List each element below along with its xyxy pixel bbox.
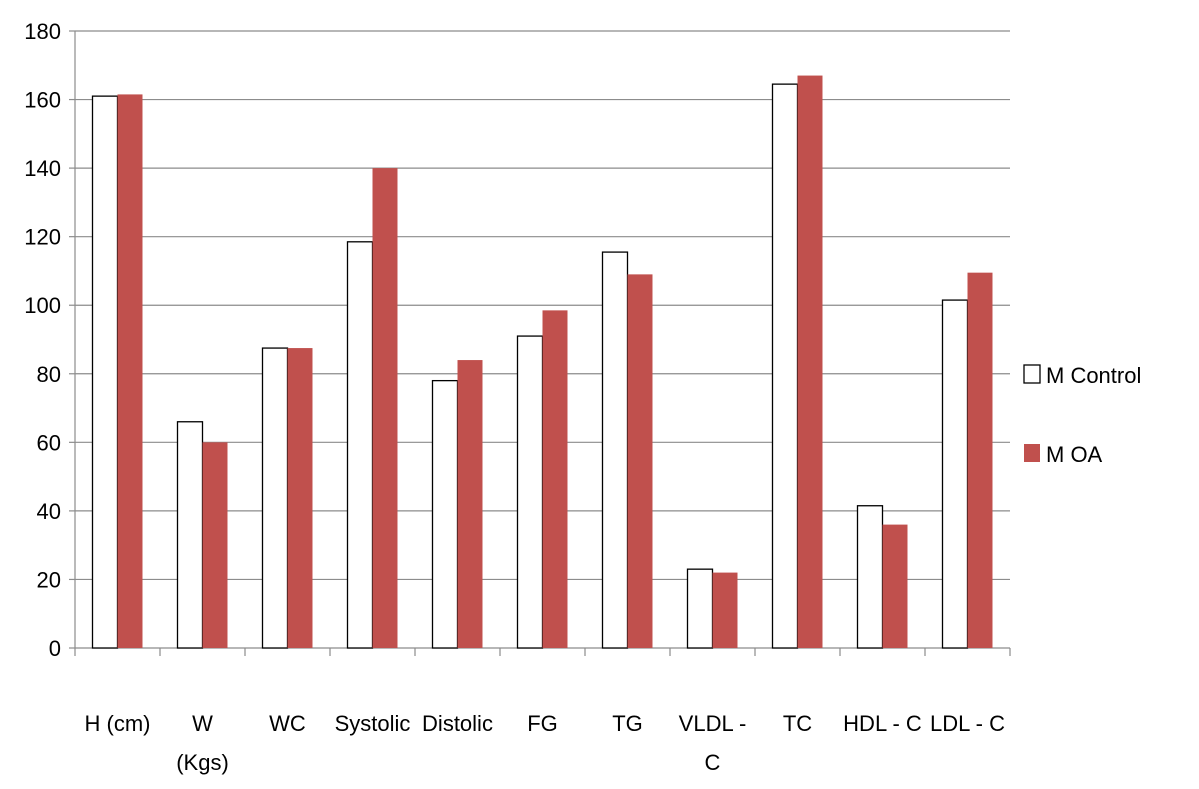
- bar-m-oa: [797, 75, 823, 649]
- bar-m-oa: [117, 94, 143, 649]
- legend: M Control M OA: [1023, 363, 1141, 467]
- legend-label-m-control: M Control: [1046, 363, 1141, 388]
- x-tick-label: HDL - C: [843, 711, 922, 736]
- y-tick-label: 20: [37, 567, 61, 592]
- bar-m-control: [176, 421, 204, 649]
- bar-m-oa: [542, 310, 568, 648]
- bar-m-control: [941, 299, 969, 649]
- x-tick-label: H (cm): [85, 711, 151, 736]
- bar-m-control: [261, 347, 289, 649]
- x-tick-label: FG: [527, 711, 558, 736]
- y-tick-label: 160: [24, 88, 61, 113]
- x-tick-label: TG: [612, 711, 643, 736]
- x-axis-labels: H (cm) W (Kgs) WC Systolic Distolic FG TG VLDL -…: [85, 711, 1006, 775]
- bar-m-oa: [202, 442, 228, 648]
- y-tick-label: 100: [24, 293, 61, 318]
- bars: [91, 75, 993, 649]
- legend-label-m-oa: M OA: [1046, 442, 1103, 467]
- bar-m-oa: [967, 272, 993, 648]
- x-tick-label: W (Kgs): [176, 711, 229, 775]
- y-tick-label: 0: [49, 636, 61, 661]
- bar-m-control: [686, 568, 714, 649]
- bar-m-oa: [712, 572, 738, 648]
- x-tick-label: Distolic: [422, 711, 493, 736]
- y-tick-label: 80: [37, 362, 61, 387]
- bar-m-oa: [287, 348, 313, 648]
- bar-m-oa: [627, 274, 653, 648]
- bar-m-control: [856, 505, 884, 649]
- bar-m-oa: [457, 360, 483, 648]
- x-tick-label: WC: [269, 711, 306, 736]
- bar-m-control: [346, 241, 374, 649]
- bar-m-control: [601, 251, 629, 649]
- y-axis-ticks: 0 20 40 60 80 100 120 140 160 180: [24, 19, 75, 661]
- legend-swatch-m-control: [1023, 364, 1041, 384]
- bar-m-oa: [372, 168, 398, 648]
- y-tick-label: 60: [37, 430, 61, 455]
- bar-m-control: [91, 95, 119, 649]
- bar-m-control: [771, 83, 799, 649]
- bar-m-control: [431, 379, 459, 649]
- x-tick-label: LDL - C: [930, 711, 1005, 736]
- legend-swatch-m-oa: [1024, 444, 1040, 462]
- x-tick-label: VLDL -C: [679, 711, 747, 775]
- y-tick-label: 140: [24, 156, 61, 181]
- y-tick-label: 120: [24, 225, 61, 250]
- y-tick-label: 180: [24, 19, 61, 44]
- x-tick-label: TC: [783, 711, 812, 736]
- bar-m-control: [516, 335, 544, 649]
- y-tick-label: 40: [37, 499, 61, 524]
- grid-lines: [75, 30, 1010, 581]
- bar-m-oa: [882, 524, 908, 648]
- x-tick-label: Systolic: [335, 711, 411, 736]
